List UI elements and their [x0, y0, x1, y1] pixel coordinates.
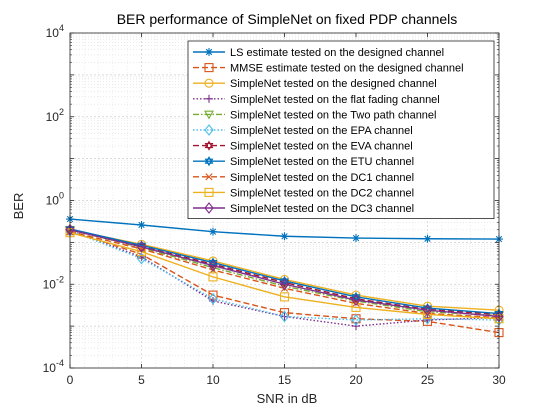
legend-label: SimpleNet tested on the designed channel [230, 78, 437, 90]
data-point [208, 292, 218, 305]
data-point [204, 140, 214, 151]
legend-entry: LS estimate tested on the designed chann… [193, 47, 444, 59]
series-line [69, 229, 500, 318]
data-point [279, 278, 290, 291]
y-tick-label: 104 [46, 23, 64, 40]
series-layer [65, 215, 504, 338]
data-point [136, 241, 147, 253]
data-point [136, 252, 147, 265]
chart-title: BER performance of SimpleNet on fixed PD… [117, 11, 458, 27]
data-point [280, 232, 289, 241]
data-point [204, 156, 214, 167]
x-tick-label: 10 [206, 373, 220, 387]
legend-entry: SimpleNet tested on the DC3 channel [193, 202, 414, 215]
legend-entry: SimpleNet tested on the EPA channel [193, 124, 413, 137]
data-point [205, 173, 213, 181]
legend-label: SimpleNet tested on the EVA channel [230, 141, 413, 153]
x-tick-label: 25 [421, 373, 435, 387]
data-point [205, 48, 213, 56]
legend-label: SimpleNet tested on the EPA channel [230, 125, 413, 137]
data-point [204, 202, 214, 214]
data-point [351, 294, 361, 306]
data-point [351, 302, 361, 312]
data-point [279, 310, 290, 323]
data-point [205, 94, 213, 103]
legend-entry: SimpleNet tested on the designed channel [193, 78, 437, 90]
data-point [209, 227, 217, 236]
legend-label: SimpleNet tested on the flat fading chan… [230, 94, 440, 106]
data-point [352, 234, 360, 243]
legend-entry: SimpleNet tested on the flat fading chan… [193, 94, 440, 106]
legend: LS estimate tested on the designed chann… [187, 40, 495, 220]
legend-entry: SimpleNet tested on the Two path channel [193, 109, 437, 121]
x-tick-label: 0 [67, 373, 74, 387]
data-point [422, 312, 433, 325]
x-axis-ticks: 0 5 10 15 20 25 30 [67, 33, 506, 387]
data-point [204, 110, 214, 120]
legend-entry: SimpleNet tested on the DC1 channel [193, 172, 414, 184]
data-point [137, 220, 146, 229]
x-tick-label: 30 [492, 373, 506, 387]
legend-label: SimpleNet tested on the ETU channel [230, 156, 414, 168]
series-11 [65, 223, 504, 323]
legend-label: SimpleNet tested on the DC3 channel [230, 203, 414, 215]
data-point [352, 322, 360, 331]
series-line [69, 228, 500, 315]
y-tick-label: 10-2 [43, 274, 64, 291]
y-tick-label: 10-4 [43, 358, 64, 375]
legend-entry: MMSE estimate tested on the designed cha… [193, 63, 464, 75]
data-point [423, 234, 432, 243]
legend-entry: SimpleNet tested on the ETU channel [193, 156, 414, 168]
data-point [204, 187, 214, 197]
x-axis-label: SNR in dB [257, 391, 318, 406]
data-point [204, 78, 214, 88]
data-point [204, 63, 214, 73]
y-tick-label: 102 [46, 107, 64, 124]
legend-box [187, 40, 495, 220]
y-axis-label: BER [11, 193, 26, 220]
x-tick-label: 20 [349, 373, 363, 387]
x-tick-label: 5 [138, 373, 145, 387]
x-tick-label: 15 [278, 373, 292, 387]
legend-entry: SimpleNet tested on the EVA channel [193, 140, 413, 153]
legend-label: SimpleNet tested on the DC1 channel [230, 172, 414, 184]
data-point [136, 247, 147, 257]
data-point [279, 292, 290, 302]
data-point [208, 259, 218, 272]
data-point [208, 272, 218, 282]
legend-label: SimpleNet tested on the DC2 channel [230, 187, 414, 199]
legend-label: LS estimate tested on the designed chann… [230, 47, 444, 59]
data-point [351, 314, 361, 326]
legend-label: SimpleNet tested on the Two path channel [230, 109, 437, 121]
y-tick-label: 100 [46, 191, 64, 208]
data-point [422, 304, 433, 317]
legend-label: MMSE estimate tested on the designed cha… [230, 63, 464, 75]
data-point [204, 124, 214, 136]
legend-entry: SimpleNet tested on the DC2 channel [193, 187, 414, 199]
y-axis-ticks: 10-4 10-2 100 102 104 [43, 23, 499, 375]
data-point [423, 309, 432, 318]
